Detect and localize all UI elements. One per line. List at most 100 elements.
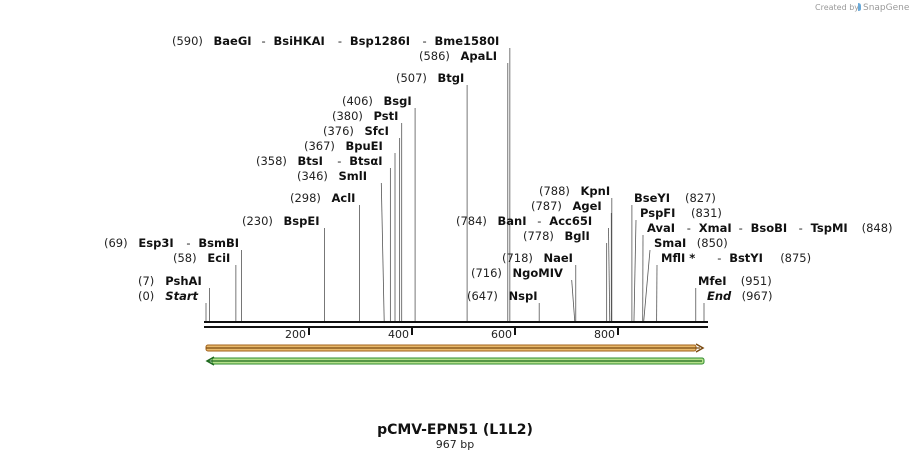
restriction-site-label: (58) EciI [173, 251, 230, 265]
enzyme-name: AclI [332, 191, 356, 205]
restriction-site-label: PspFI (831) [640, 206, 722, 220]
enzyme-name: BtsαI [349, 154, 382, 168]
enzyme-name: NaeI [544, 251, 573, 265]
reverse-feature-arrow [205, 356, 705, 366]
reverse-feature-arrowhead [205, 356, 215, 366]
site-connector [571, 279, 576, 322]
restriction-site-label: (784) BanI - Acc65I [456, 214, 592, 228]
enzyme-name: BanI [498, 214, 527, 228]
enzyme-name: BstYI [729, 251, 763, 265]
sequence-backbone [204, 321, 708, 328]
site-position: (718) [502, 251, 533, 265]
enzyme-name: BseYI [634, 191, 670, 205]
site-position: (69) [104, 236, 128, 250]
restriction-site-label: (358) BtsI - BtsαI [256, 154, 383, 168]
restriction-site-label: (69) Esp3I - BsmBI [104, 236, 239, 250]
site-position: (647) [467, 289, 498, 303]
site-separator: - [739, 221, 743, 235]
site-separator: - [186, 236, 190, 250]
tick-label: 200 [285, 328, 306, 341]
tick-label: 800 [594, 328, 615, 341]
enzyme-name: NspI [509, 289, 538, 303]
restriction-site-label: (7) PshAI [138, 274, 202, 288]
snapgene-watermark: Created by SnapGene [815, 3, 910, 13]
site-connector [608, 227, 611, 322]
enzyme-name: SmlI [339, 169, 368, 183]
site-connector [643, 249, 651, 322]
enzyme-name: BtgI [438, 71, 465, 85]
enzyme-name: BaeGI [214, 34, 252, 48]
site-position: (298) [290, 191, 321, 205]
restriction-site-label: (380) PstI [332, 109, 398, 123]
enzyme-name: AgeI [573, 199, 602, 213]
restriction-site-label: (230) BspEI [242, 214, 319, 228]
enzyme-name: TspMI [811, 221, 848, 235]
enzyme-name: BsiHKAI [274, 34, 325, 48]
enzyme-name: PshAI [165, 274, 201, 288]
site-position: (875) [780, 251, 811, 265]
restriction-site-label: (507) BtgI [396, 71, 464, 85]
enzyme-name: BtsI [298, 154, 323, 168]
enzyme-name: PspFI [640, 206, 675, 220]
restriction-site-label: MflI * - BstYI (875) [661, 251, 811, 265]
restriction-site-label: AvaI - XmaI - BsoBI - TspMI (848) [647, 221, 893, 235]
site-position: (358) [256, 154, 287, 168]
enzyme-name: BsgI [384, 94, 412, 108]
restriction-site-label: (718) NaeI [502, 251, 573, 265]
enzyme-name: BglI [565, 229, 590, 243]
restriction-site-label: (0) Start [138, 289, 199, 303]
site-position: (376) [323, 124, 354, 138]
restriction-site-label: End (967) [707, 289, 773, 303]
site-position: (831) [691, 206, 722, 220]
site-position: (590) [172, 34, 203, 48]
restriction-site-label: (716) NgoMIV [471, 266, 563, 280]
enzyme-name: BpuEI [346, 139, 383, 153]
site-position: (406) [342, 94, 373, 108]
enzyme-name: KpnI [581, 184, 611, 198]
site-position: (850) [697, 236, 728, 250]
tick-label: 600 [491, 328, 512, 341]
restriction-site-label: (367) BpuEI [304, 139, 383, 153]
feature-arrows [205, 343, 705, 366]
site-position: (716) [471, 266, 502, 280]
plasmid-title: pCMV-EPN51 (L1L2) [377, 422, 533, 438]
forward-feature-arrowhead [695, 343, 705, 353]
site-position: (230) [242, 214, 273, 228]
site-separator: - [337, 154, 341, 168]
enzyme-name: Esp3I [138, 236, 173, 250]
restriction-site-label: (376) SfcI [323, 124, 389, 138]
enzyme-name: Bme1580I [435, 34, 500, 48]
restriction-site-label: (346) SmlI [297, 169, 367, 183]
restriction-site-label: (586) ApaLI [419, 49, 497, 63]
site-separator: - [799, 221, 803, 235]
enzyme-name: MflI * [661, 251, 695, 265]
site-separator: - [687, 221, 691, 235]
restriction-site-label: SmaI (850) [654, 236, 728, 250]
site-position: (827) [685, 191, 716, 205]
site-position: (380) [332, 109, 363, 123]
site-separator: - [423, 34, 427, 48]
site-position: (7) [138, 274, 154, 288]
restriction-site-label: (590) BaeGI - BsiHKAI - Bsp1286I - Bme1580I [172, 34, 499, 48]
enzyme-name: SfcI [365, 124, 389, 138]
site-position: (788) [539, 184, 570, 198]
restriction-site-labels: (590) BaeGI - BsiHKAI - Bsp1286I - Bme1580I(586… [104, 34, 893, 303]
site-position: (0) [138, 289, 154, 303]
restriction-site-label: (647) NspI [467, 289, 537, 303]
watermark-brand: SnapGene [863, 3, 910, 13]
site-position: (967) [742, 289, 773, 303]
enzyme-name: XmaI [699, 221, 732, 235]
enzyme-name: EciI [207, 251, 230, 265]
restriction-site-label: MfeI (951) [698, 274, 772, 288]
site-separator: - [338, 34, 342, 48]
enzyme-name: Bsp1286I [350, 34, 410, 48]
sequence-end-label: Start [165, 289, 198, 303]
restriction-site-label: (298) AclI [290, 191, 355, 205]
site-position: (367) [304, 139, 335, 153]
enzyme-name: ApaLI [461, 49, 498, 63]
snapgene-logo-icon [858, 3, 861, 11]
site-position: (784) [456, 214, 487, 228]
site-position: (346) [297, 169, 328, 183]
restriction-site-label: BseYI (827) [634, 191, 716, 205]
site-connector [380, 182, 385, 322]
